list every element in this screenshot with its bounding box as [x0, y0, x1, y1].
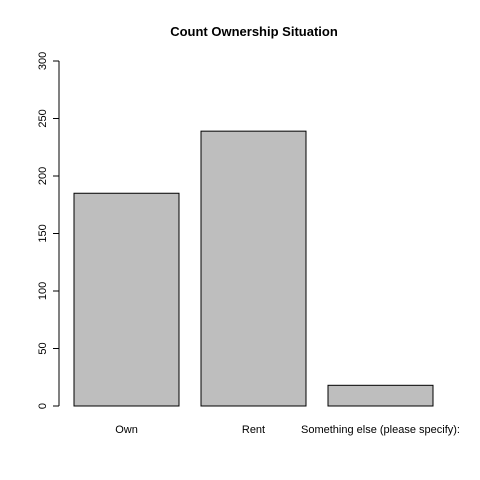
y-tick-label: 150 [37, 224, 49, 242]
y-tick-label: 50 [37, 342, 49, 354]
bar-0 [73, 192, 180, 407]
chart-title: Count Ownership Situation [170, 24, 338, 39]
x-category-label: Something else (please specify): [301, 424, 460, 436]
y-tick-label: 300 [37, 52, 49, 70]
x-category-label: Rent [242, 424, 265, 436]
y-tick-label: 0 [37, 403, 49, 409]
bar-1 [200, 130, 307, 407]
y-tick-label: 250 [37, 109, 49, 127]
x-category-label: Own [115, 424, 138, 436]
x-axis-labels: Own Rent Something else (please specify): [115, 424, 460, 436]
bars [73, 130, 434, 407]
bar-2 [327, 384, 434, 407]
y-tick-label: 100 [37, 282, 49, 300]
y-tick-label: 200 [37, 167, 49, 185]
y-axis: 0 50 100 150 200 250 300 [37, 52, 60, 409]
